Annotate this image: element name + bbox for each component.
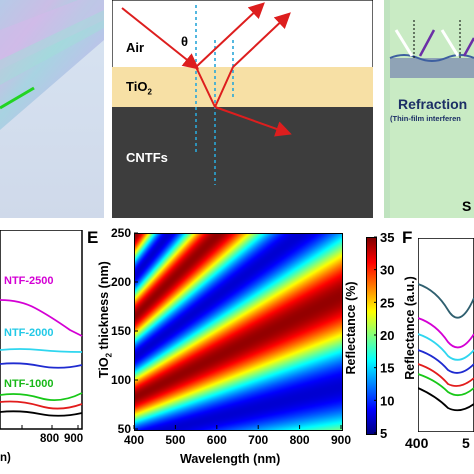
colorbar-tick-label: 25 — [380, 295, 394, 310]
colorbar-tick-label: 20 — [380, 328, 394, 343]
thin-film-diagram — [111, 0, 374, 219]
panel-c-schematic — [384, 0, 474, 218]
colorbar — [366, 237, 377, 435]
y-tick-label: 250 — [111, 226, 131, 240]
f-tick-400: 400 — [405, 435, 429, 451]
panel-f-spectra — [417, 237, 474, 433]
x-tick-label: 800 — [290, 433, 310, 447]
heatmap-chart — [134, 233, 343, 431]
cntf-layer — [112, 107, 373, 218]
panel-d-spectra — [0, 229, 84, 430]
x-tick-label: 700 — [248, 433, 268, 447]
y-tick-label: 200 — [111, 275, 131, 289]
curve-label-2000: NTF-2000 — [4, 327, 54, 339]
d-axis-partial: n) — [0, 452, 11, 464]
colorbar-tick-label: 10 — [380, 393, 394, 408]
curve-label-2500: NTF-2500 — [4, 275, 54, 287]
refraction-schematic — [384, 0, 474, 218]
colorbar-tick-label: 15 — [380, 361, 394, 376]
y-tick-label: 150 — [111, 324, 131, 338]
x-tick-label: 600 — [207, 433, 227, 447]
f-spectra-plot — [417, 237, 474, 433]
cntfs-label: CNTFs — [126, 150, 168, 165]
theta-label: θ — [181, 34, 189, 49]
panel-a-photo — [0, 0, 104, 218]
partial-letter-s: S — [462, 198, 472, 214]
d-tick-800: 800 — [40, 433, 60, 445]
y-axis-title: TiO2 thickness (nm) — [97, 261, 114, 378]
f-y-axis-title: Reflectance (a.u.) — [403, 276, 417, 380]
y-tick-label: 100 — [111, 373, 131, 387]
x-axis-title: Wavelength (nm) — [180, 452, 281, 466]
refraction-subcaption: (Thin-film interferen — [390, 114, 461, 123]
curve-label-1000: NTF-1000 — [4, 378, 54, 390]
colorbar-tick-label: 5 — [380, 426, 387, 441]
tio2-label: TiO2 — [126, 79, 152, 97]
refraction-caption: Refraction — [398, 96, 468, 112]
tio2-layer — [112, 67, 373, 107]
x-tick-label: 900 — [331, 433, 351, 447]
spectra-plot — [0, 229, 83, 430]
x-tick-label: 400 — [124, 433, 144, 447]
colorbar-title: Reflectance (%) — [344, 281, 358, 375]
panel-f-letter: F — [402, 228, 413, 247]
d-tick-900: 900 — [64, 433, 84, 445]
iridescent-film-photo — [0, 0, 104, 218]
air-label: Air — [126, 40, 145, 55]
colorbar-tick-label: 30 — [380, 263, 394, 278]
panel-e-letter: E — [87, 228, 99, 247]
y-tick-label: 50 — [118, 422, 132, 436]
colorbar-tick-label: 35 — [380, 230, 394, 245]
f-tick-5: 5 — [462, 435, 470, 451]
x-tick-label: 500 — [165, 433, 185, 447]
heatmap-canvas — [135, 234, 342, 430]
panel-b-diagram — [111, 0, 374, 219]
